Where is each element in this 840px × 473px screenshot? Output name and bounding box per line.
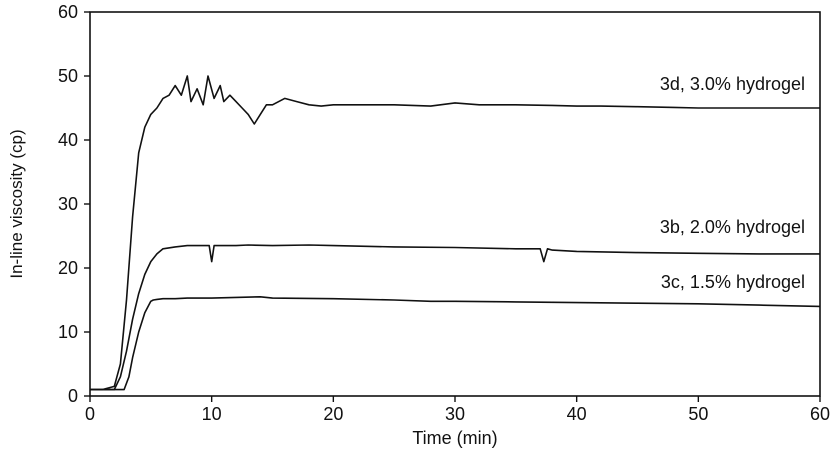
x-tick-label: 10	[202, 404, 222, 424]
series-3d-line	[90, 75, 820, 391]
y-tick-label: 30	[58, 194, 78, 214]
y-tick-label: 0	[68, 386, 78, 406]
plot-frame	[89, 11, 821, 397]
series-labels: 3d, 3.0% hydrogel 3b, 2.0% hydrogel 3c, 1.…	[660, 74, 805, 292]
x-tick-label: 40	[567, 404, 587, 424]
series-3c-line	[90, 295, 821, 391]
series-3c-label: 3c, 1.5% hydrogel	[661, 272, 805, 292]
series-3d-label: 3d, 3.0% hydrogel	[660, 74, 805, 94]
x-tick-label: 30	[445, 404, 465, 424]
y-tick-label: 10	[58, 322, 78, 342]
plot-area	[89, 11, 821, 397]
x-tick-label: 20	[323, 404, 343, 424]
y-axis: 0 10 20 30 40 50 60	[58, 2, 90, 406]
x-axis-title: Time (min)	[412, 428, 497, 448]
y-tick-label: 40	[58, 130, 78, 150]
y-tick-label: 50	[58, 66, 78, 86]
x-tick-label: 50	[688, 404, 708, 424]
series-3b-label: 3b, 2.0% hydrogel	[660, 217, 805, 237]
series-3b-line	[90, 244, 820, 391]
x-tick-label: 0	[85, 404, 95, 424]
x-axis: 0 10 20 30 40 50 60	[85, 396, 830, 424]
x-tick-label: 60	[810, 404, 830, 424]
series-lines	[90, 75, 821, 391]
y-axis-title: In-line viscosity (cp)	[7, 129, 26, 278]
y-tick-label: 60	[58, 2, 78, 22]
y-tick-label: 20	[58, 258, 78, 278]
